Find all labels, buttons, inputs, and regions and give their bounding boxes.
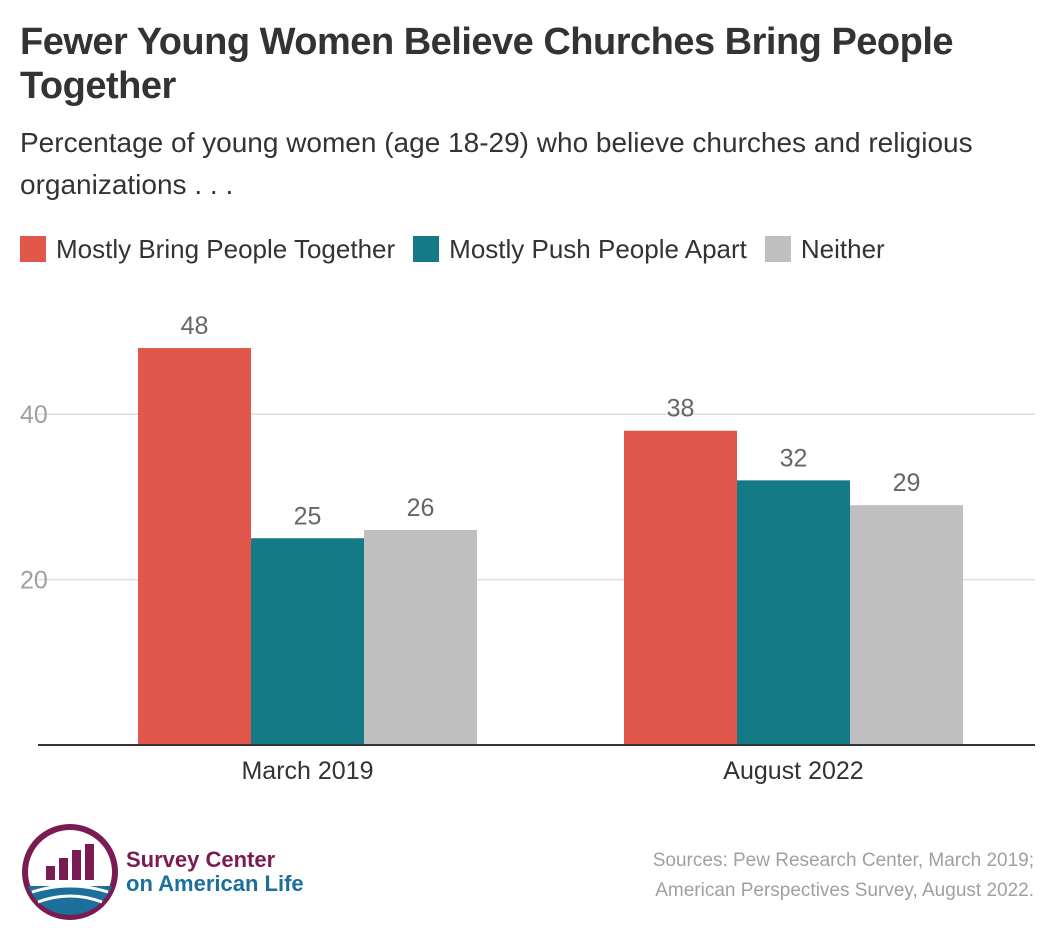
data-label-neither-1: 29 [893,469,921,497]
sources-line-1: Sources: Pew Research Center, March 2019… [652,850,1034,871]
bar-neither-0 [364,529,477,745]
legend-swatch-together [20,236,46,262]
bar-apart-0 [251,538,364,745]
chart-subtitle: Percentage of young women (age 18-29) wh… [20,127,973,200]
chart-title: Fewer Young Women Believe Churches Bring… [20,21,954,107]
legend-swatch-apart [413,236,440,262]
bar-together-1 [624,430,737,745]
sources-line-2: American Perspectives Survey, August 202… [655,880,1034,901]
data-label-together-1: 38 [667,395,695,423]
brand-line-1: Survey Center [126,847,276,872]
x-category-label-1: August 2022 [723,757,863,785]
legend-item-neither: Neither [764,233,885,265]
bar-neither-1 [850,505,963,745]
data-label-apart-1: 32 [780,444,808,472]
legend-item-apart: Mostly Push People Apart [413,234,747,265]
data-label-together-0: 48 [181,312,209,340]
legend-label-together: Mostly Bring People Together [56,233,396,264]
bar-chart: 20 40 48 25 26 March 2019 38 32 29 August 2022 [20,312,1035,785]
brand-name: Survey Center on American Life [126,848,304,896]
x-category-label-0: March 2019 [241,757,373,785]
y-tick-label-20: 20 [20,567,48,595]
survey-center-logo [22,824,118,920]
y-tick-label-40: 40 [20,401,48,429]
bar-together-0 [138,348,251,745]
sources-note: Sources: Pew Research Center, March 2019… [653,846,1034,906]
bar-apart-1 [737,480,850,745]
data-label-neither-0: 26 [407,494,435,522]
legend-label-neither: Neither [800,233,885,264]
legend-swatch-neither [764,236,791,262]
brand-line-2: on American Life [126,871,304,896]
data-label-apart-0: 25 [294,502,322,530]
legend-item-together: Mostly Bring People Together [20,234,395,265]
legend: Mostly Bring People Together Mostly Push… [20,232,903,266]
legend-label-apart: Mostly Push People Apart [449,233,747,264]
